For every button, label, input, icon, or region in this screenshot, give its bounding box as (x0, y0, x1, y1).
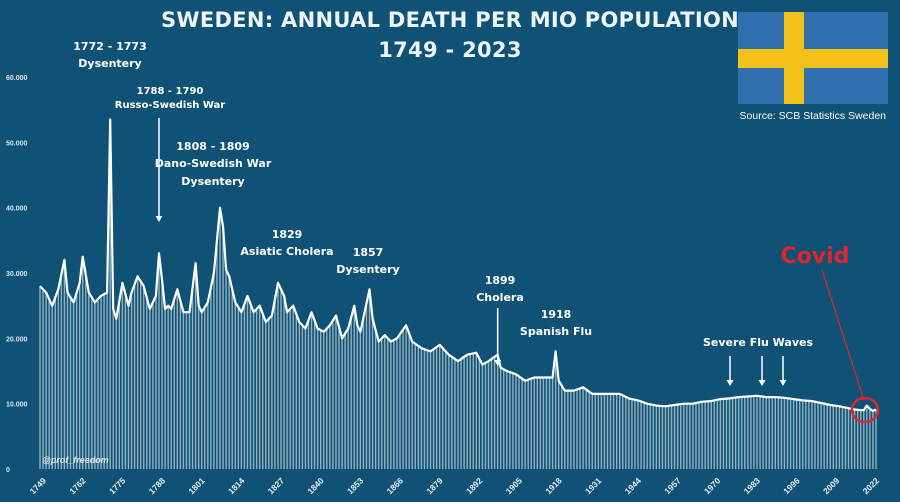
annotation-label: 1808 - 1809 (176, 140, 249, 153)
x-tick-label: 2022 (861, 475, 882, 496)
x-tick-label: 1879 (424, 475, 445, 496)
y-tick-label: 30.000 (6, 271, 28, 278)
annotation-label: 1829 (272, 228, 303, 241)
annotation-label: 1918 (541, 308, 572, 321)
x-tick-label: 1788 (147, 475, 168, 496)
annotation-label: Cholera (476, 291, 524, 304)
annotation-label: 1857 (353, 246, 384, 259)
annotation-label: Russo-Swedish War (115, 100, 226, 111)
arrow-down-icon (155, 216, 163, 222)
x-tick-label: 1853 (345, 475, 366, 496)
annotation-label: Dysentery (78, 57, 141, 70)
x-tick-label: 1931 (583, 475, 604, 496)
y-tick-label: 20.000 (6, 336, 28, 343)
arrow-down-icon (758, 380, 766, 386)
arrow-down-icon (779, 380, 787, 386)
annotation-label: Spanish Flu (520, 325, 592, 338)
y-tick-label: 50.000 (6, 140, 28, 147)
covid-highlight-circle (850, 396, 880, 424)
y-tick-label: 60.000 (6, 75, 28, 82)
author-handle: @prof_freedom (42, 455, 109, 465)
y-tick-label: 40.000 (6, 206, 28, 213)
y-tick-label: 0 (6, 467, 10, 474)
x-tick-label: 1892 (464, 475, 485, 496)
annotation-label: Dysentery (336, 263, 399, 276)
annotation-label: 1899 (485, 274, 516, 287)
x-tick-label: 1918 (543, 475, 564, 496)
x-tick-label: 1801 (186, 475, 207, 496)
x-tick-label: 1866 (385, 475, 406, 496)
chart-subtitle: 1749 - 2023 (378, 38, 522, 62)
x-tick-label: 1775 (107, 475, 128, 496)
arrow-down-icon (726, 380, 734, 386)
x-tick-label: 1749 (28, 475, 49, 496)
x-tick-label: 1840 (305, 475, 326, 496)
x-tick-label: 1970 (702, 475, 723, 496)
x-tick-label: 1996 (781, 475, 802, 496)
death-rate-line (39, 118, 877, 412)
annotation-label: Severe Flu Waves (703, 336, 813, 349)
x-tick-label: 2009 (821, 475, 842, 496)
covid-pointer (821, 269, 865, 401)
x-tick-label: 1983 (742, 475, 763, 496)
covid-label: Covid (781, 244, 850, 269)
y-tick-label: 10.000 (6, 402, 28, 409)
annotation-label: 1788 - 1790 (137, 86, 204, 97)
x-tick-label: 1957 (662, 475, 683, 496)
source-note: Source: SCB Statistics Sweden (739, 110, 886, 122)
annotation-label: Dano-Swedish War (155, 157, 272, 170)
annotation-label: Dysentery (181, 175, 244, 188)
annotation-label: 1772 - 1773 (73, 40, 146, 53)
sweden-flag-icon (738, 12, 888, 104)
annotation-label: Asiatic Cholera (240, 245, 333, 258)
x-tick-label: 1762 (67, 475, 88, 496)
x-tick-label: 1905 (504, 475, 525, 496)
x-tick-label: 1814 (226, 475, 247, 496)
x-tick-label: 1944 (623, 475, 644, 496)
chart-title: SWEDEN: ANNUAL DEATH PER MIO POPULATION (160, 8, 740, 32)
x-tick-label: 1827 (266, 475, 287, 496)
arrow-down-icon (494, 360, 502, 366)
